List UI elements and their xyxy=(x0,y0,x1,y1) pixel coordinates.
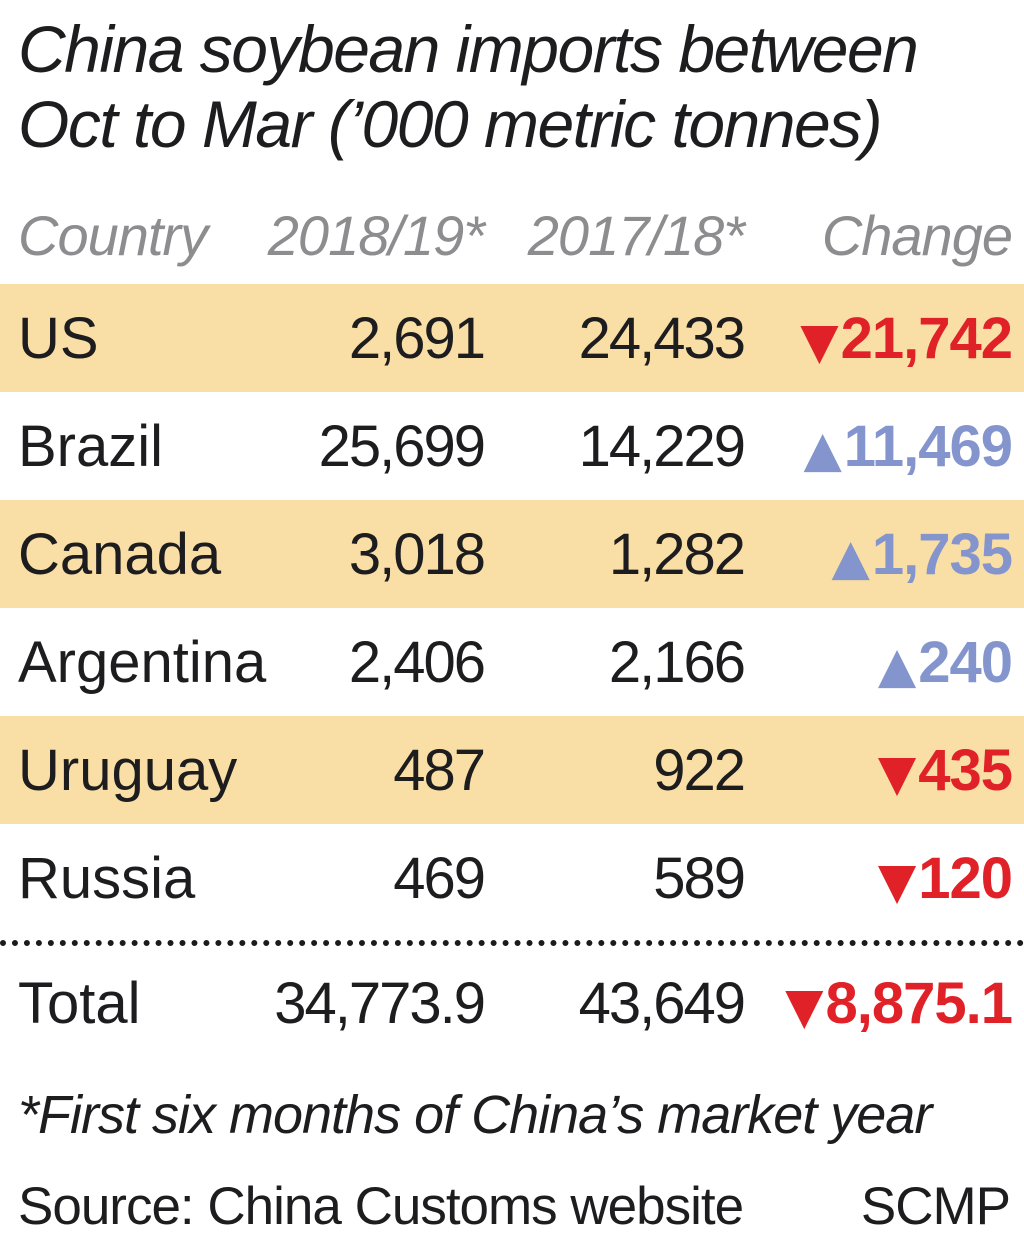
value-2018-19-cell: 469 xyxy=(393,845,486,911)
credit-label: SCMP xyxy=(860,1177,1011,1237)
country-cell: Canada xyxy=(18,521,222,587)
table-row: US 2,691 24,433 ▼21,742 xyxy=(0,284,1024,393)
change-cell: ▼21,742 xyxy=(744,305,1013,372)
value-2017-18-cell: 14,229 xyxy=(578,413,746,479)
value-2017-18-cell: 1,282 xyxy=(608,521,746,587)
country-cell: Total xyxy=(18,970,141,1036)
chart-title-line1: China soybean imports between xyxy=(18,12,919,86)
change-down-icon: ▼ xyxy=(877,851,916,910)
country-cell: Argentina xyxy=(18,629,267,695)
table-header: Country 2018/19* 2017/18* Change xyxy=(0,161,1024,284)
change-down-icon: ▼ xyxy=(800,311,838,370)
source-row: Source: China Customs website SCMP xyxy=(0,1146,1024,1237)
table-row: Total 34,773.9 43,649 ▼8,875.1 xyxy=(0,948,1024,1058)
table-row: Canada 3,018 1,282 ▲1,735 xyxy=(0,500,1024,609)
footnote: *First six months of China’s market year xyxy=(18,1085,932,1146)
value-2018-19-cell: 34,773.9 xyxy=(274,970,486,1036)
column-header-2018-19: 2018/19* xyxy=(267,204,485,268)
table-row: Brazil 25,699 14,229 ▲11,469 xyxy=(0,392,1024,500)
value-2018-19-cell: 25,699 xyxy=(318,413,486,479)
source-label: Source: China Customs website xyxy=(18,1177,744,1237)
change-cell: ▼8,875.1 xyxy=(744,970,1013,1037)
table-row: Russia 469 589 ▼120 xyxy=(0,824,1024,932)
change-cell: ▼435 xyxy=(744,737,1013,804)
change-up-icon: ▲ xyxy=(877,635,916,694)
value-2017-18-cell: 589 xyxy=(653,845,746,911)
chart-title-line2: Oct to Mar (’000 metric tonnes) xyxy=(18,86,883,161)
change-value: 1,735 xyxy=(871,521,1013,587)
country-cell: Brazil xyxy=(18,413,164,479)
change-up-icon: ▲ xyxy=(803,419,841,478)
country-cell: Uruguay xyxy=(18,737,238,803)
change-down-icon: ▼ xyxy=(785,976,823,1035)
table-body: US 2,691 24,433 ▼21,742 Brazil 25,699 14… xyxy=(0,284,1024,932)
country-cell: Russia xyxy=(18,845,196,911)
value-2018-19-cell: 2,406 xyxy=(348,629,486,695)
column-header-country: Country xyxy=(18,204,208,268)
change-value: 120 xyxy=(918,845,1013,911)
chart-title: China soybean imports between Oct to Mar… xyxy=(0,0,1024,161)
change-value: 21,742 xyxy=(840,305,1013,371)
change-cell: ▲1,735 xyxy=(744,521,1013,588)
table-row: Uruguay 487 922 ▼435 xyxy=(0,716,1024,825)
column-header-change: Change xyxy=(821,204,1013,268)
value-2018-19-cell: 2,691 xyxy=(348,305,486,371)
change-cell: ▲11,469 xyxy=(744,413,1013,480)
value-2017-18-cell: 922 xyxy=(653,737,746,803)
change-cell: ▼120 xyxy=(744,845,1013,912)
table-total: Total 34,773.9 43,649 ▼8,875.1 xyxy=(0,948,1024,1058)
value-2017-18-cell: 2,166 xyxy=(608,629,746,695)
column-header-2017-18: 2017/18* xyxy=(527,204,745,268)
value-2018-19-cell: 3,018 xyxy=(348,521,486,587)
table-row: Argentina 2,406 2,166 ▲240 xyxy=(0,608,1024,716)
country-cell: US xyxy=(18,305,99,371)
change-value: 11,469 xyxy=(843,413,1013,479)
value-2017-18-cell: 24,433 xyxy=(578,305,746,371)
change-value: 8,875.1 xyxy=(825,970,1013,1036)
change-value: 435 xyxy=(918,737,1013,803)
total-separator: Total 34,773.9 43,649 ▼8,875.1 xyxy=(0,940,1024,1058)
value-2018-19-cell: 487 xyxy=(393,737,486,803)
change-up-icon: ▲ xyxy=(831,527,869,586)
value-2017-18-cell: 43,649 xyxy=(578,970,746,1036)
change-down-icon: ▼ xyxy=(877,743,916,802)
change-cell: ▲240 xyxy=(744,629,1013,696)
change-value: 240 xyxy=(918,629,1013,695)
